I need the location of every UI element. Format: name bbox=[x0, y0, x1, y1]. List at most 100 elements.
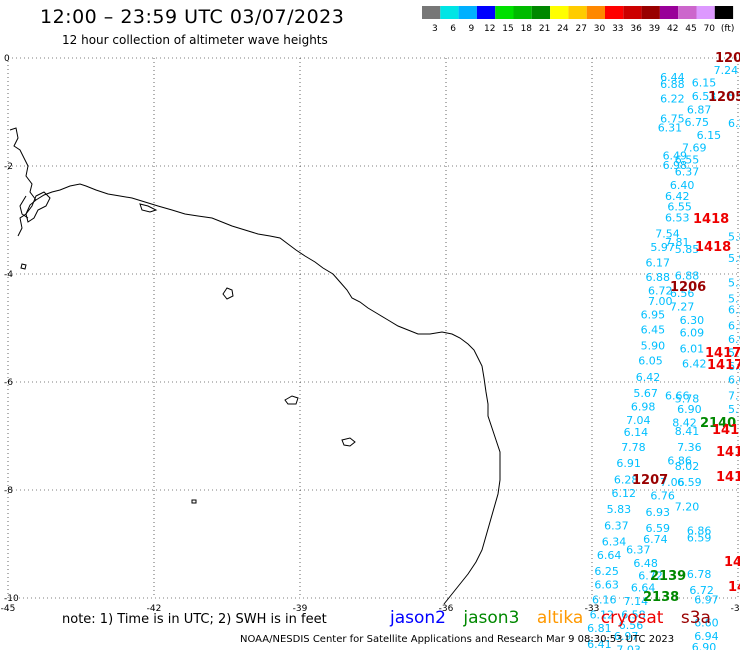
wave-height-label: 6.59 bbox=[677, 476, 702, 489]
wave-height-label: 6.27 bbox=[728, 303, 740, 316]
pass-time-label: 141 bbox=[712, 423, 739, 438]
x-tick-label: -45 bbox=[1, 604, 16, 614]
wave-height-labels: 7.246.446.88 6.156.536.226.876.75 6.756.31… bbox=[587, 51, 740, 650]
wave-height-label: 6.90 bbox=[692, 641, 717, 650]
wave-height-label: 6.93 bbox=[646, 506, 671, 519]
wave-height-label: 6.25 bbox=[594, 565, 619, 578]
coastline-path bbox=[17, 183, 501, 605]
colorbar-swatch bbox=[623, 6, 642, 19]
wave-height-label: 6.12 bbox=[590, 608, 615, 621]
satellite-legend: jason2 jason3 altika cryosat s3a bbox=[390, 608, 723, 628]
legend-cryosat: cryosat bbox=[600, 608, 664, 628]
colorbar-swatch bbox=[659, 6, 679, 19]
wave-height-label: 8.42 bbox=[672, 417, 697, 430]
wave-height-label: 7.00 bbox=[648, 295, 673, 308]
wave-height-label: 6.81 bbox=[587, 622, 612, 635]
pass-time-label: 1207 bbox=[632, 473, 668, 488]
wave-height-label: 6.60 bbox=[694, 617, 719, 630]
wave-height-label: 6.37 bbox=[675, 166, 700, 179]
wave-height-label: 6.87 bbox=[687, 104, 712, 117]
colorbar-legend: 3 6 9 12 15 18 21 24 27 30 33 36 39 42 45 70 (ft) bbox=[422, 6, 734, 32]
colorbar-swatch bbox=[531, 6, 551, 19]
island-path bbox=[284, 395, 299, 405]
wave-height-label: 6.45 bbox=[641, 323, 666, 336]
colorbar-swatch bbox=[458, 6, 477, 19]
wave-height-label: 7.04 bbox=[626, 414, 651, 427]
wave-height-label: 6.21 bbox=[728, 117, 740, 130]
colorbar-tick-label: 21 bbox=[539, 24, 550, 32]
pass-time-label: 141 bbox=[716, 470, 740, 485]
x-tick-label: -39 bbox=[293, 604, 308, 614]
wave-height-label: 6.05 bbox=[638, 355, 663, 368]
wave-height-label: 6.88 bbox=[660, 78, 685, 91]
wave-height-label: 6.88 bbox=[646, 271, 671, 284]
legend-jason2: jason2 bbox=[390, 608, 446, 628]
wave-height-label: 6.66 bbox=[665, 390, 690, 403]
y-tick-label: -4 bbox=[4, 270, 13, 280]
wave-height-label: 6.75 bbox=[684, 116, 709, 129]
pass-time-label: 2138 bbox=[643, 590, 679, 605]
wave-height-label: 6.74 bbox=[643, 533, 668, 546]
colorbar-tick-label: 39 bbox=[649, 24, 661, 32]
legend-s3a: s3a bbox=[680, 608, 711, 628]
y-tick-label: -2 bbox=[4, 162, 13, 172]
pass-time-label: 1205 bbox=[715, 51, 740, 66]
colorbar-tick-label: (ft) bbox=[721, 24, 734, 32]
wave-height-label: 5.83 bbox=[607, 503, 632, 516]
wave-height-label: 6.34 bbox=[602, 536, 627, 549]
wave-height-label: 5.36 bbox=[728, 276, 740, 289]
wave-height-label: 5.74 bbox=[728, 347, 740, 360]
wave-height-label: 6.28 bbox=[614, 473, 639, 486]
pass-time-label: 1418 bbox=[693, 212, 729, 227]
wave-height-label: 6.96 bbox=[728, 333, 740, 346]
wave-height-label: 7.69 bbox=[682, 141, 707, 154]
wave-height-label: 6.58 bbox=[621, 608, 646, 621]
colorbar-swatch bbox=[476, 6, 496, 19]
wave-height-label: 6.64 bbox=[631, 581, 656, 594]
colorbar-swatch bbox=[641, 6, 660, 19]
footer-credit: NOAA/NESDIS Center for Satellite Applica… bbox=[240, 634, 675, 645]
wave-height-label: 6.44 bbox=[660, 71, 685, 84]
wave-height-label: 6.63 bbox=[594, 579, 619, 592]
x-tick-label: -30 bbox=[731, 604, 740, 614]
wave-height-label: 6.16 bbox=[592, 593, 617, 606]
wave-height-label: 7.03 bbox=[616, 644, 641, 650]
map-grid bbox=[7, 57, 739, 599]
wave-height-label: 6.12 bbox=[611, 487, 636, 500]
x-tick-label: -33 bbox=[585, 604, 600, 614]
wave-height-label: 6.88 bbox=[675, 269, 700, 282]
colorbar-swatch bbox=[678, 6, 697, 19]
wave-height-label: 7.78 bbox=[621, 441, 646, 454]
colorbar-tick-label: 18 bbox=[521, 24, 533, 32]
wave-height-label: 6.56 bbox=[728, 320, 740, 333]
colorbar-tick-label: 3 bbox=[432, 24, 438, 32]
wave-height-label: 7.18 bbox=[728, 390, 740, 403]
wave-height-label: 5.72 bbox=[728, 293, 740, 306]
x-tick-label: -36 bbox=[439, 604, 454, 614]
wave-height-label: 6.15 bbox=[697, 129, 722, 142]
x-tick-label: -42 bbox=[147, 604, 162, 614]
colorbar-tick-label: 6 bbox=[450, 24, 456, 32]
colorbar-swatch bbox=[550, 6, 569, 19]
colorbar-tick-label: 30 bbox=[594, 24, 606, 32]
wave-height-label: 5.95 bbox=[728, 90, 740, 103]
wave-height-label: 7.20 bbox=[675, 500, 700, 513]
pass-time-label: 1418 bbox=[695, 240, 731, 255]
pass-time-label: 14 bbox=[728, 580, 740, 595]
colorbar-tick-label: 45 bbox=[685, 24, 696, 32]
wave-height-label: 8.02 bbox=[675, 460, 700, 473]
colorbar-tick-label: 70 bbox=[704, 24, 716, 32]
wave-height-label: 6.49 bbox=[663, 149, 688, 162]
wave-height-label: 6.55 bbox=[667, 201, 692, 214]
page-subtitle: 12 hour collection of altimeter wave hei… bbox=[62, 33, 328, 47]
colorbar-swatch bbox=[696, 6, 715, 19]
pass-time-label: 2140 bbox=[700, 416, 736, 431]
colorbar-swatch bbox=[586, 6, 605, 19]
pass-time-label: 1417 bbox=[707, 358, 740, 373]
wave-height-label: 6.91 bbox=[616, 457, 641, 470]
wave-height-label: 6.76 bbox=[650, 490, 675, 503]
island-path bbox=[139, 203, 158, 213]
colorbar-tick-label: 42 bbox=[667, 24, 678, 32]
wave-height-label: 5.71 bbox=[728, 403, 740, 416]
